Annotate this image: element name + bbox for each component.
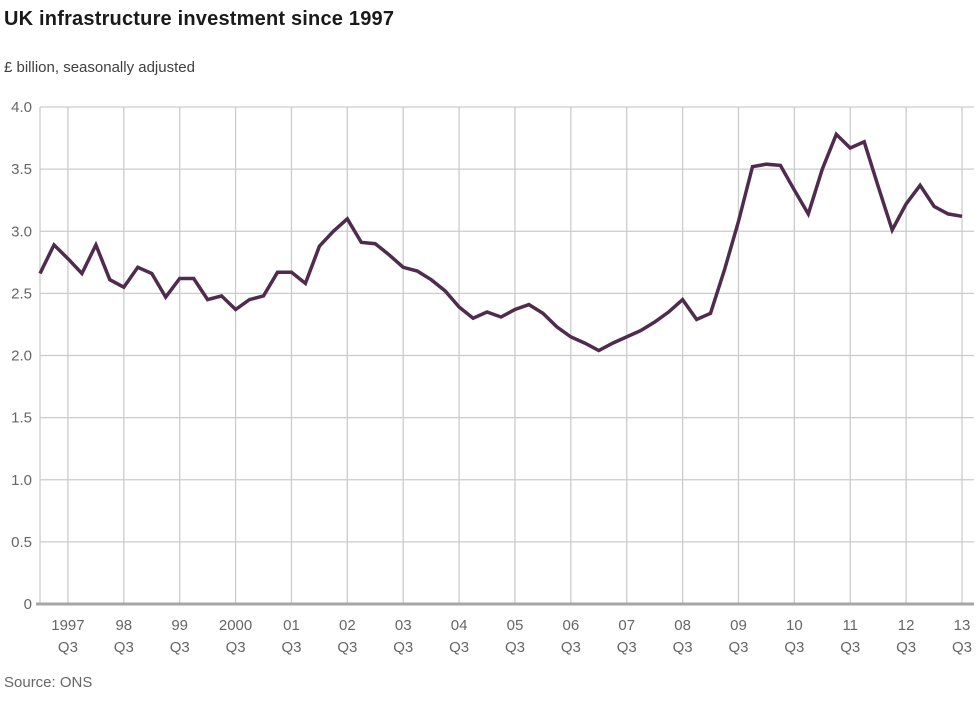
x-tick-year-label: 10 <box>786 617 803 634</box>
x-tick-quarter-label: Q3 <box>393 639 413 656</box>
x-tick-year-label: 02 <box>339 617 356 634</box>
x-tick-year-label: 13 <box>954 617 971 634</box>
x-tick-quarter-label: Q3 <box>561 639 581 656</box>
y-tick-label: 1.5 <box>11 410 32 427</box>
y-tick-label: 2.0 <box>11 348 32 365</box>
x-tick-quarter-label: Q3 <box>728 639 748 656</box>
x-tick-year-label: 09 <box>730 617 747 634</box>
y-tick-label: 2.5 <box>11 285 32 302</box>
x-tick-quarter-label: Q3 <box>58 639 78 656</box>
y-tick-label: 0.5 <box>11 534 32 551</box>
chart-subtitle: £ billion, seasonally adjusted <box>4 59 195 76</box>
x-tick-quarter-label: Q3 <box>226 639 246 656</box>
x-tick-quarter-label: Q3 <box>505 639 525 656</box>
x-tick-year-label: 98 <box>115 617 132 634</box>
x-tick-year-label: 04 <box>451 617 468 634</box>
x-tick-quarter-label: Q3 <box>337 639 357 656</box>
chart-title: UK infrastructure investment since 1997 <box>4 8 395 30</box>
x-tick-year-label: 2000 <box>219 617 252 634</box>
y-tick-label: 3.5 <box>11 161 32 178</box>
y-tick-label: 1.0 <box>11 472 32 489</box>
x-tick-year-label: 03 <box>395 617 412 634</box>
x-tick-year-label: 11 <box>842 617 858 634</box>
x-tick-quarter-label: Q3 <box>952 639 972 656</box>
source-caption: Source: ONS <box>4 674 93 691</box>
data-line-series <box>38 131 963 353</box>
y-tick-label: 3.0 <box>11 223 32 240</box>
x-tick-quarter-label: Q3 <box>114 639 134 656</box>
x-tick-quarter-label: Q3 <box>170 639 190 656</box>
x-tick-year-label: 99 <box>171 617 188 634</box>
x-tick-quarter-label: Q3 <box>673 639 693 656</box>
x-tick-quarter-label: Q3 <box>840 639 860 656</box>
x-tick-quarter-label: Q3 <box>281 639 301 656</box>
x-tick-year-label: 12 <box>898 617 915 634</box>
x-tick-quarter-label: Q3 <box>449 639 469 656</box>
y-tick-label: 4.0 <box>11 99 32 116</box>
x-tick-year-label: 01 <box>283 617 300 634</box>
x-tick-year-label: 08 <box>674 617 691 634</box>
y-tick-label: 0 <box>24 596 32 613</box>
x-tick-year-label: 06 <box>563 617 580 634</box>
x-tick-year-label: 05 <box>507 617 524 634</box>
x-tick-year-label: 1997 <box>51 617 84 634</box>
x-tick-year-label: 07 <box>618 617 635 634</box>
x-tick-quarter-label: Q3 <box>784 639 804 656</box>
x-tick-quarter-label: Q3 <box>617 639 637 656</box>
x-tick-quarter-label: Q3 <box>896 639 916 656</box>
